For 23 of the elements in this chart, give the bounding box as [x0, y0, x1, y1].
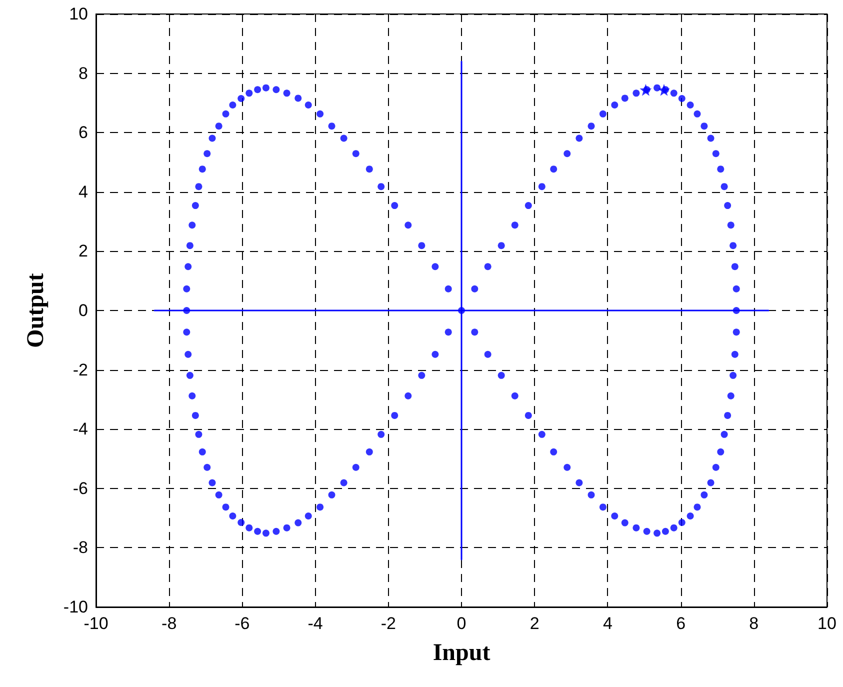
y-tick-label: 8: [78, 64, 88, 83]
x-tick-label: -8: [162, 614, 177, 633]
x-tick-label: 8: [749, 614, 759, 633]
y-tick-label: -2: [72, 360, 88, 380]
x-tick-label: 2: [530, 614, 540, 633]
x-axis-title: Input: [432, 640, 490, 666]
y-axis-title: Output: [23, 273, 49, 348]
y-tick-label: 0: [78, 301, 88, 320]
x-tick-label: 4: [602, 614, 612, 633]
x-tick-label: -6: [234, 614, 250, 633]
y-tick-label: 10: [69, 4, 88, 24]
y-tick-label: -10: [63, 598, 88, 616]
y-tick-label: -8: [72, 538, 88, 558]
y-tick-label: -4: [72, 420, 88, 439]
x-tick-label: 0: [456, 614, 466, 633]
y-tick-label: 6: [78, 123, 88, 142]
y-tick-label: 2: [78, 242, 88, 261]
x-tick-label: 6: [676, 614, 686, 633]
x-tick-label: -2: [380, 614, 396, 633]
x-tick-label: -4: [308, 614, 323, 633]
x-tick-label: 10: [818, 614, 836, 633]
y-tick-label: 4: [78, 182, 88, 202]
y-tick-label: -6: [72, 478, 88, 498]
